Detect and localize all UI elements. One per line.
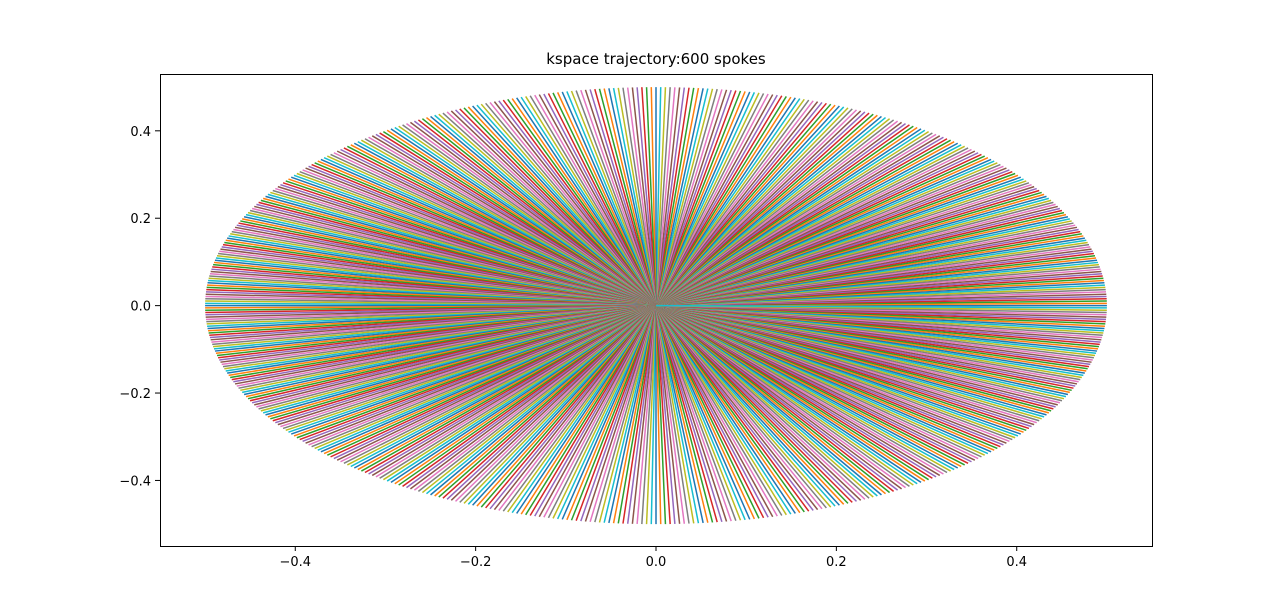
spoke-line (645, 87, 657, 306)
spoke-line (636, 305, 657, 525)
x-axis-ticks: −0.4 −0.2 0.0 0.2 0.4 (279, 546, 1027, 570)
spoke-line (589, 305, 657, 523)
chart-title: kspace trajectory:600 spokes (546, 50, 766, 68)
y-tick-label: −0.2 (119, 387, 151, 402)
spoke-line (598, 305, 657, 523)
spoke-line (655, 305, 728, 522)
spoke-line (641, 87, 657, 306)
spoke-line (608, 305, 657, 524)
spoke-line (594, 305, 657, 523)
x-tick-label: 0.4 (1006, 555, 1027, 570)
spoke-line (655, 88, 714, 306)
spoke-line (580, 305, 657, 522)
spoke-line (655, 305, 718, 523)
spoke-line (655, 87, 690, 306)
spoke-line (655, 305, 695, 524)
spoke-line (655, 87, 662, 306)
spoke-line (655, 87, 667, 306)
spoke-line (584, 305, 657, 522)
spoke-line (655, 305, 700, 524)
spoke-line (594, 88, 657, 306)
spoke-line (655, 88, 704, 306)
spoke-line (650, 87, 657, 306)
spoke-line (655, 90, 737, 306)
spoke-line (608, 88, 657, 306)
spoke-line (655, 305, 667, 525)
y-tick-label: 0.0 (130, 300, 151, 315)
spoke-line (603, 88, 657, 306)
spoke-line (655, 304, 1107, 309)
spoke-line (655, 305, 714, 523)
x-tick-label: −0.4 (279, 555, 311, 570)
y-tick-label: 0.2 (130, 212, 151, 227)
spoke-line (655, 305, 690, 524)
spoke-line (655, 87, 671, 306)
spoke-line (655, 88, 709, 306)
x-tick-label: −0.2 (460, 555, 492, 570)
spoke-line (655, 87, 686, 306)
spoke-line (655, 87, 676, 306)
spoke-line (598, 88, 657, 306)
spoke-line (631, 87, 657, 306)
spoke-line (655, 305, 662, 525)
spoke-line (589, 89, 657, 306)
y-tick-label: 0.4 (130, 125, 151, 140)
spoke-line (655, 89, 732, 306)
spoke-line (655, 89, 723, 306)
spoke-line (655, 89, 728, 306)
spoke-line (622, 305, 657, 524)
spoke-line (655, 305, 681, 524)
x-tick-label: 0.0 (646, 555, 667, 570)
spoke-line (622, 87, 657, 306)
spoke-line (655, 87, 700, 306)
spoke-line (655, 305, 709, 523)
y-tick-label: −0.4 (119, 474, 151, 489)
spoke-line (645, 305, 657, 525)
y-axis-ticks: −0.4 −0.2 0.0 0.2 0.4 (119, 125, 160, 489)
spoke-line (612, 305, 657, 524)
spoke-line (584, 89, 657, 306)
spoke-line (641, 305, 657, 525)
spoke-line (631, 305, 657, 524)
spoke-line (655, 305, 723, 523)
spokes-layer (205, 87, 1107, 525)
spoke-line (626, 305, 657, 524)
spoke-line (655, 87, 681, 306)
spoke-line (626, 87, 657, 306)
spoke-line (636, 87, 657, 306)
spoke-line (655, 88, 718, 306)
spoke-line (617, 305, 657, 524)
spoke-line (655, 305, 704, 524)
spoke-line (655, 305, 671, 525)
spoke-line (612, 87, 657, 306)
spoke-line (575, 305, 657, 521)
spoke-line (650, 305, 657, 525)
x-tick-label: 0.2 (826, 555, 847, 570)
spoke-line (655, 305, 676, 525)
spoke-line (617, 87, 657, 306)
spoke-line (603, 305, 657, 523)
spoke-line (655, 87, 695, 306)
spoke-line (655, 305, 686, 524)
